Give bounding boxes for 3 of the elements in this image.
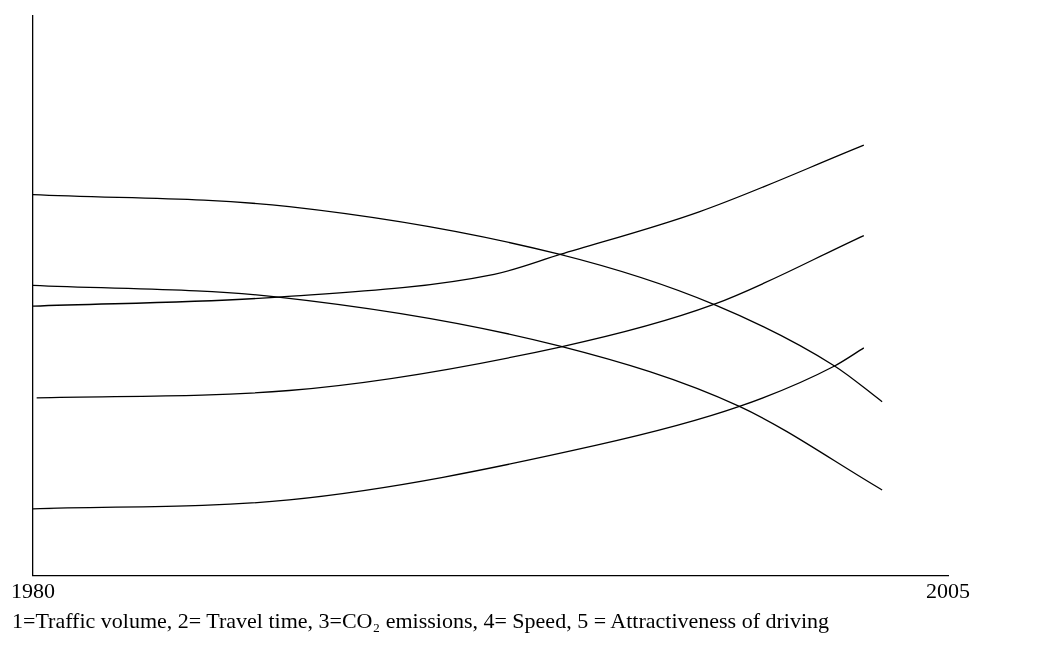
x-tick-label: 2005 [926, 577, 970, 603]
x-tick-label: 1980 [11, 577, 55, 603]
text: 1=Traffic volume, 2= Travel time, 3=CO₂ emissions, 4= Speed, 5 = Attractiveness of driving [12, 608, 831, 634]
